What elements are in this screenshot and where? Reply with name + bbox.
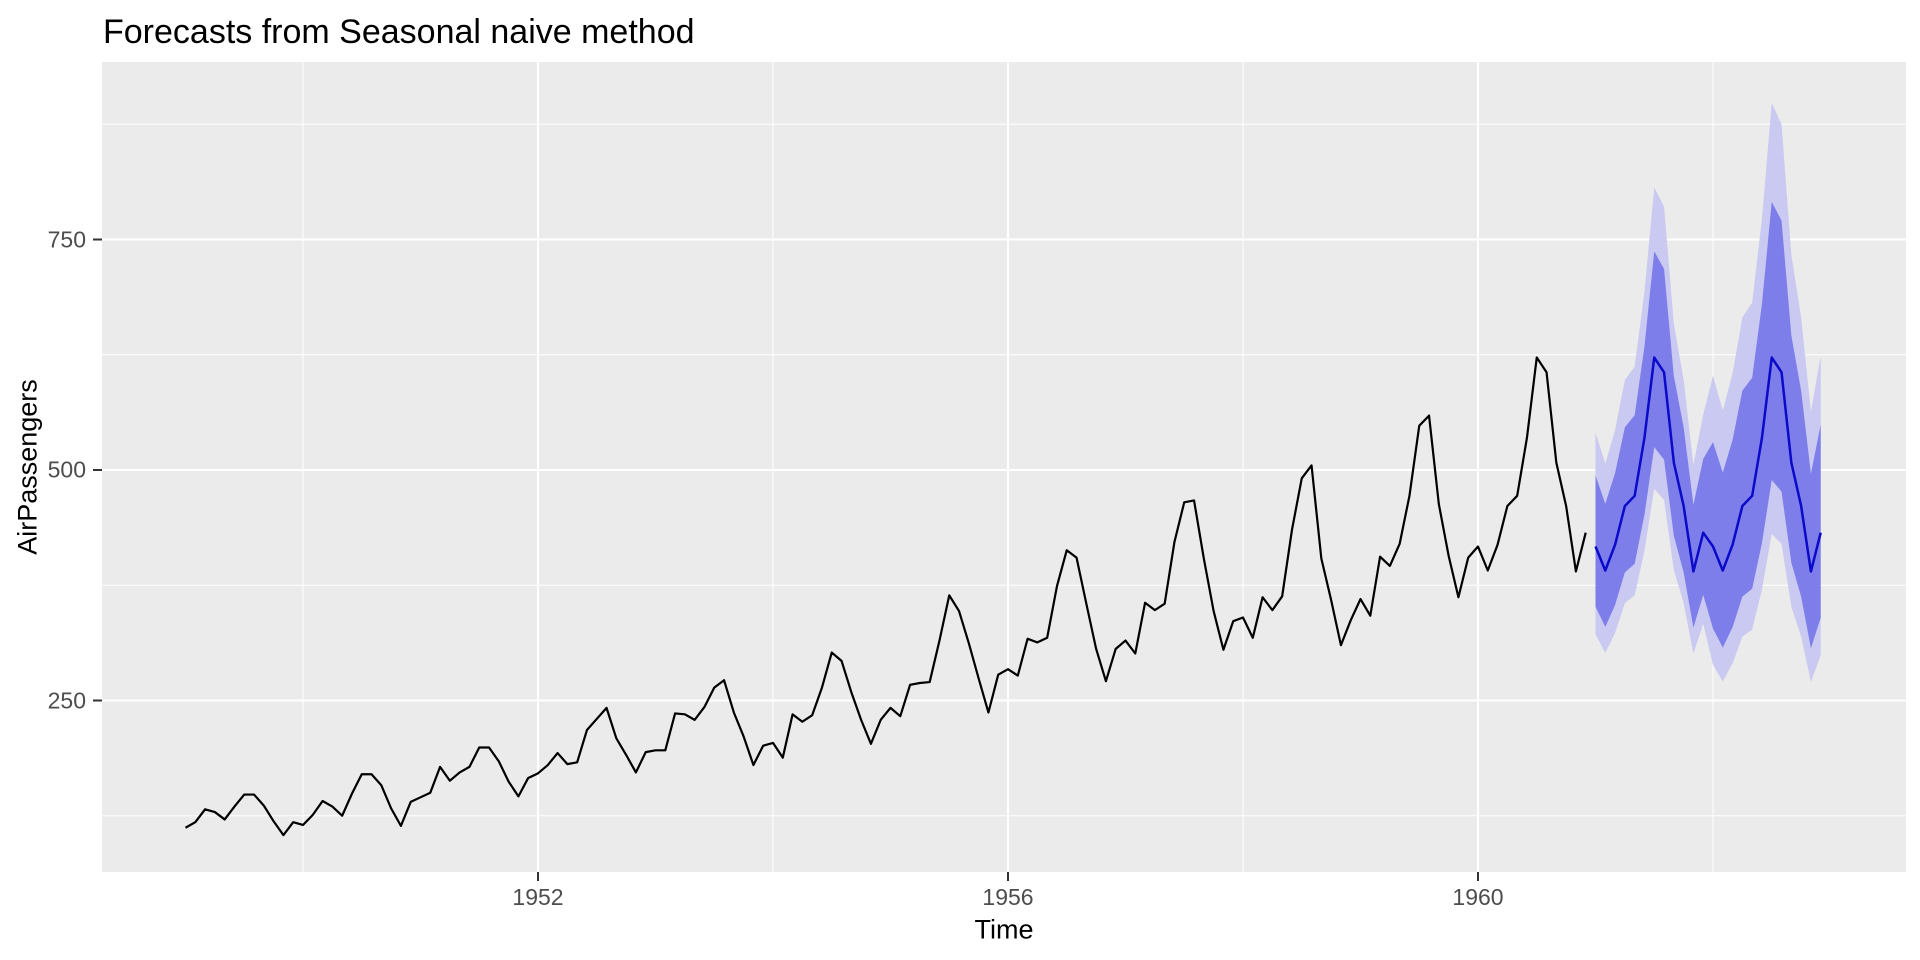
x-tick-label: 1952 — [512, 884, 564, 910]
x-tick-label: 1960 — [1452, 884, 1504, 910]
y-tick-label: 500 — [47, 456, 86, 483]
x-axis-title: Time — [974, 914, 1034, 945]
y-tick-label: 250 — [47, 687, 86, 713]
prediction-interval-95-band — [1595, 103, 1821, 682]
observed-series-line — [184, 356, 1587, 837]
prediction-interval-80-band — [1595, 201, 1821, 649]
forecast-point-line — [1594, 356, 1822, 573]
x-tick-label: 1956 — [982, 884, 1034, 910]
plot-title: Forecasts from Seasonal naive method — [103, 13, 695, 51]
y-tick-label: 750 — [47, 226, 86, 252]
